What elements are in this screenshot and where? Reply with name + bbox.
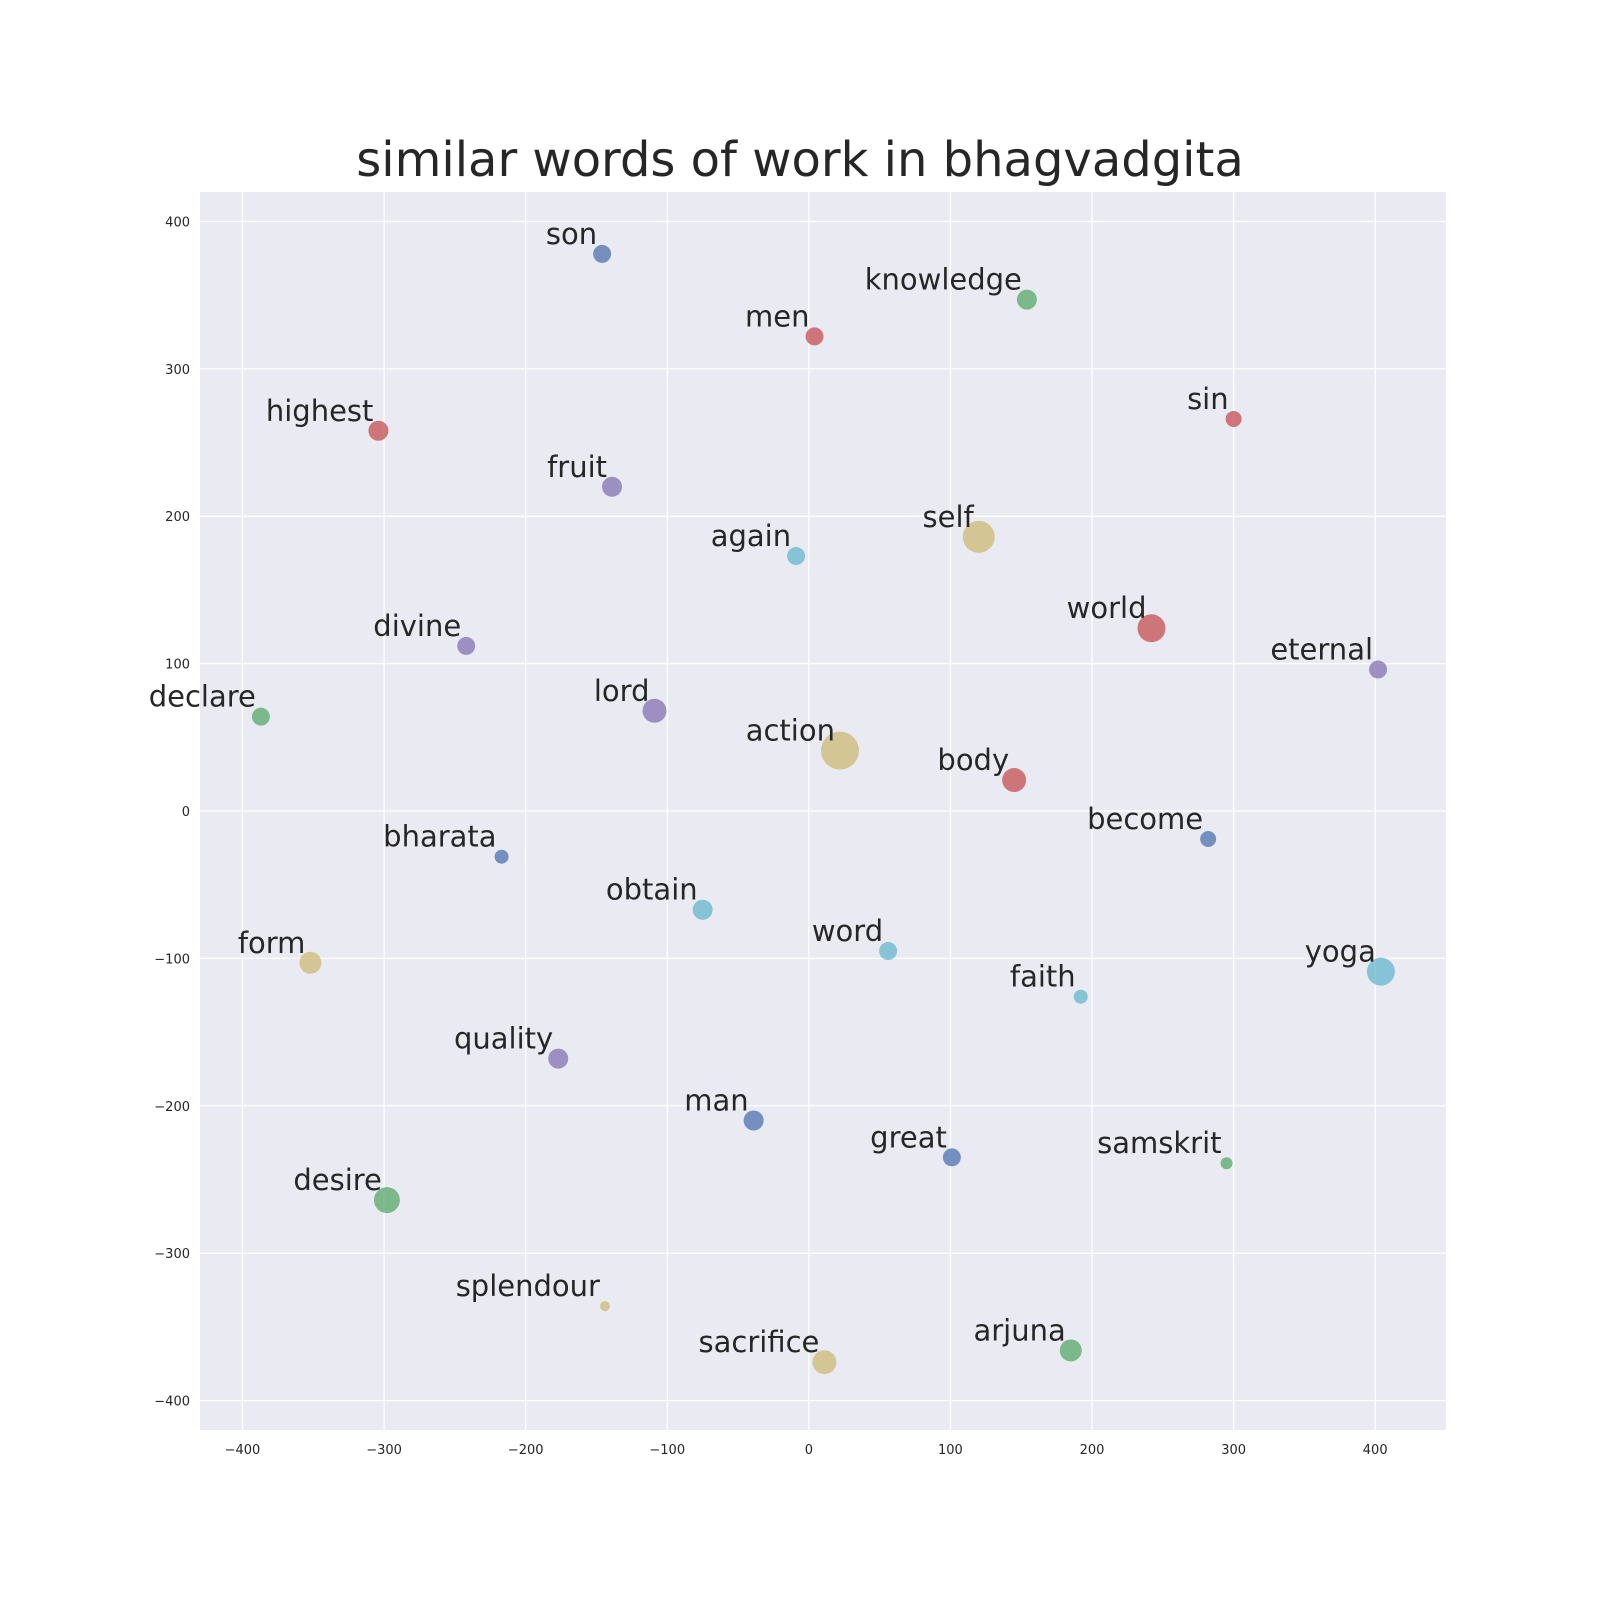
label-son: son: [546, 217, 597, 251]
label-faith: faith: [1010, 960, 1076, 994]
chart-title: similar words of work in bhagvadgita: [356, 132, 1244, 188]
label-action: action: [746, 714, 835, 748]
point-son: [593, 244, 612, 263]
x-axis-ticks: −400 −300 −200 −100 0 100 200 300 400: [225, 1443, 1388, 1458]
y-tick-label: 400: [165, 215, 190, 230]
point-bharata: [494, 849, 509, 864]
point-samskrit: [1220, 1157, 1233, 1170]
point-word: [879, 942, 898, 961]
point-self: [962, 520, 995, 553]
label-world: world: [1067, 591, 1147, 625]
label-word: word: [812, 914, 883, 948]
label-body: body: [937, 743, 1009, 777]
y-tick-label: −100: [154, 952, 190, 967]
label-splendour: splendour: [456, 1269, 600, 1303]
point-sacrifice: [812, 1350, 837, 1375]
data-points: [251, 244, 1395, 1375]
x-tick-label: 200: [1080, 1443, 1105, 1458]
point-action: [820, 731, 859, 770]
label-self: self: [923, 500, 975, 534]
label-eternal: eternal: [1270, 633, 1373, 667]
y-tick-label: −400: [154, 1395, 190, 1410]
label-fruit: fruit: [547, 450, 607, 484]
point-eternal: [1369, 660, 1388, 679]
label-sacrifice: sacrifice: [699, 1325, 820, 1359]
label-man: man: [684, 1084, 748, 1118]
point-faith: [1073, 989, 1088, 1004]
label-great: great: [870, 1120, 947, 1154]
label-form: form: [238, 926, 306, 960]
point-divine: [457, 636, 476, 655]
x-tick-label: −400: [225, 1443, 261, 1458]
label-again: again: [711, 519, 791, 553]
label-lord: lord: [594, 674, 650, 708]
label-desire: desire: [293, 1163, 382, 1197]
x-tick-label: 400: [1363, 1443, 1388, 1458]
point-again: [787, 547, 806, 566]
y-axis-ticks: −400 −300 −200 −100 0 100 200 300 400: [154, 215, 190, 1409]
label-knowledge: knowledge: [865, 263, 1022, 297]
x-tick-label: 0: [805, 1443, 813, 1458]
y-tick-label: 200: [165, 510, 190, 525]
point-become: [1200, 831, 1217, 848]
x-tick-label: 100: [938, 1443, 963, 1458]
label-declare: declare: [149, 680, 256, 714]
point-desire: [373, 1187, 400, 1214]
point-fruit: [602, 476, 623, 497]
grid-lines: [200, 192, 1446, 1430]
point-obtain: [692, 899, 713, 920]
y-tick-label: −200: [154, 1100, 190, 1115]
point-yoga: [1366, 957, 1395, 986]
x-tick-label: 300: [1221, 1443, 1246, 1458]
y-tick-label: 300: [165, 363, 190, 378]
point-lord: [642, 698, 667, 723]
y-tick-label: −300: [154, 1247, 190, 1262]
point-quality: [548, 1048, 569, 1069]
point-knowledge: [1016, 289, 1037, 310]
label-quality: quality: [454, 1022, 553, 1056]
label-arjuna: arjuna: [973, 1313, 1065, 1347]
label-sin: sin: [1187, 382, 1229, 416]
x-tick-label: −200: [508, 1443, 544, 1458]
y-tick-label: 0: [182, 805, 190, 820]
label-divine: divine: [373, 609, 461, 643]
point-sin: [1225, 410, 1242, 427]
point-highest: [368, 420, 389, 441]
point-world: [1137, 614, 1166, 643]
point-arjuna: [1059, 1339, 1082, 1362]
label-men: men: [745, 299, 809, 333]
label-bharata: bharata: [383, 820, 496, 854]
point-splendour: [599, 1301, 610, 1312]
point-form: [299, 951, 322, 974]
point-great: [942, 1148, 961, 1167]
point-declare: [251, 707, 270, 726]
x-tick-label: −100: [649, 1443, 685, 1458]
point-men: [805, 327, 824, 346]
label-obtain: obtain: [606, 873, 698, 907]
point-man: [743, 1110, 764, 1131]
label-become: become: [1087, 802, 1203, 836]
label-yoga: yoga: [1305, 935, 1376, 969]
label-samskrit: samskrit: [1097, 1126, 1221, 1160]
x-tick-label: −300: [366, 1443, 402, 1458]
label-highest: highest: [266, 394, 374, 428]
y-tick-label: 100: [165, 658, 190, 673]
point-body: [1002, 768, 1027, 793]
point-labels: son knowledge men highest sin fruit self again w…: [149, 217, 1376, 1359]
